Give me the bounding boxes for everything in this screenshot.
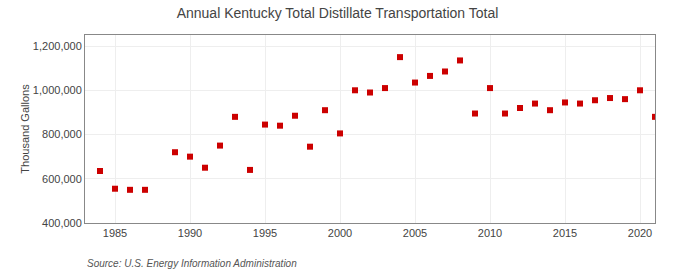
svg-text:800,000: 800,000: [42, 128, 82, 140]
svg-text:2015: 2015: [553, 227, 577, 239]
svg-text:1995: 1995: [253, 227, 277, 239]
svg-text:1,200,000: 1,200,000: [33, 40, 82, 52]
svg-text:2020: 2020: [628, 227, 652, 239]
svg-text:Thousand Gallons: Thousand Gallons: [19, 84, 31, 174]
svg-text:1,000,000: 1,000,000: [33, 84, 82, 96]
svg-text:2005: 2005: [403, 227, 427, 239]
svg-text:1985: 1985: [103, 227, 127, 239]
svg-text:2000: 2000: [328, 227, 352, 239]
svg-text:Source: U.S. Energy Informatio: Source: U.S. Energy Information Administ…: [87, 258, 297, 269]
svg-text:2010: 2010: [478, 227, 502, 239]
svg-text:1990: 1990: [178, 227, 202, 239]
svg-text:400,000: 400,000: [42, 217, 82, 229]
svg-text:Annual Kentucky Total Distilla: Annual Kentucky Total Distillate Transpo…: [177, 5, 499, 21]
svg-text:600,000: 600,000: [42, 173, 82, 185]
